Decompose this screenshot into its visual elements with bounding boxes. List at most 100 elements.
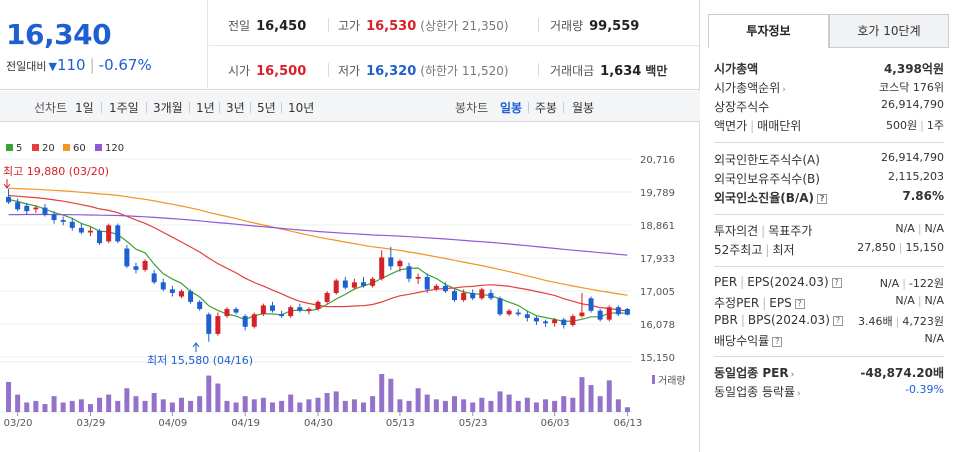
candle-body <box>160 282 166 290</box>
candle-body <box>424 276 430 290</box>
trade-value-amount: 1,634 <box>600 64 642 79</box>
low-label: 저가 <box>338 64 361 78</box>
period-1d-button[interactable]: 1일 <box>75 101 94 115</box>
market-cap-label: 시가총액 <box>714 62 759 76</box>
period-5y-button[interactable]: 5년 <box>257 101 276 115</box>
candle-weekly-button[interactable]: 주봉 <box>535 101 558 115</box>
volume-legend-swatch <box>652 375 655 384</box>
target-label: 목표주가 <box>768 224 813 238</box>
divider: | <box>902 277 906 290</box>
volume-bar <box>142 400 148 412</box>
candle-body <box>570 316 576 325</box>
sector-change-row: 동일업종 등락률 › -0.39% <box>714 383 944 401</box>
tab-order-book[interactable]: 호가 10단계 <box>829 14 949 48</box>
week52-low-label: 최저 <box>772 243 795 257</box>
chart-canvas[interactable]: 5 20 60 120 20,716 19,789 18,861 17,933 17,0… <box>0 124 700 452</box>
dividend-value: N/A <box>924 332 944 345</box>
volume-bar <box>397 399 403 412</box>
candle-body <box>452 291 458 301</box>
candlestick-chart[interactable]: 5 20 60 120 20,716 19,789 18,861 17,933 17,0… <box>0 124 700 452</box>
opinion-label: 투자의견 <box>714 224 759 238</box>
moving-average-lines <box>8 187 628 323</box>
period-3m-button[interactable]: 3개월 <box>153 101 183 115</box>
est-per-row: 추정PER | EPS? N/A | N/A <box>714 294 944 312</box>
volume-bar <box>452 396 458 412</box>
divider <box>328 63 329 77</box>
volume-bar <box>269 402 275 412</box>
volume-bar <box>197 396 203 412</box>
per-label: PER <box>714 275 738 289</box>
x-tick-label: 03/20 <box>4 418 33 429</box>
chevron-right-icon[interactable]: › <box>790 370 795 380</box>
est-per-label: 추정PER <box>714 296 760 310</box>
open-value: 16,500 <box>256 64 307 79</box>
help-icon[interactable]: ? <box>817 194 828 204</box>
candle-body <box>288 307 294 317</box>
candle-body <box>251 314 257 327</box>
sector-per-value: -48,874.20배 <box>860 366 944 380</box>
week52-low-value: 15,150 <box>905 241 945 254</box>
market-cap-rank-value: 코스닥 176위 <box>879 81 944 94</box>
line-chart-label: 선차트 <box>34 101 68 115</box>
candle-body <box>60 220 66 222</box>
volume-bars <box>6 374 630 412</box>
help-icon[interactable]: ? <box>832 316 843 326</box>
period-1w-button[interactable]: 1주일 <box>109 101 139 115</box>
period-10y-button[interactable]: 10년 <box>288 101 315 115</box>
candle-body <box>606 307 612 320</box>
candle-body <box>515 312 521 315</box>
help-icon[interactable]: ? <box>831 278 842 288</box>
chevron-right-icon[interactable]: › <box>797 389 801 399</box>
volume-bar <box>570 397 576 412</box>
candle-body <box>597 310 603 320</box>
help-icon[interactable]: ? <box>794 299 805 309</box>
y-tick-label: 20,716 <box>640 155 675 166</box>
pbr-value: 3.46배 <box>858 315 893 328</box>
candle-monthly-button[interactable]: 월봉 <box>572 101 595 115</box>
par-unit-row: 액면가 | 매매단위 500원 | 1주 <box>714 117 944 135</box>
candle-body <box>624 308 630 315</box>
candle-body <box>552 319 558 324</box>
candle-body <box>197 301 203 309</box>
chevron-right-icon[interactable]: › <box>782 85 786 95</box>
ma120-legend-swatch <box>95 144 102 151</box>
foreign-hold-label: 외국인보유주식수(B) <box>714 172 820 186</box>
divider: | <box>917 294 922 307</box>
candle-chart-label: 봉차트 <box>455 101 489 115</box>
period-1y-button[interactable]: 1년 <box>196 101 215 115</box>
low-price: 저가 16,320 (하한가 11,520) <box>338 62 509 79</box>
volume-bar <box>561 396 567 412</box>
candle-body <box>142 260 148 270</box>
divider <box>538 18 539 32</box>
candle-body <box>561 319 567 325</box>
unit-value: 1주 <box>926 119 944 132</box>
candle-daily-button[interactable]: 일봉 <box>500 101 523 115</box>
ma5-legend-label: 5 <box>16 143 22 154</box>
period-3y-button[interactable]: 3년 <box>226 101 245 115</box>
week52-row: 52주최고 | 최저 27,850 | 15,150 <box>714 241 944 259</box>
tab-investment-info[interactable]: 투자정보 <box>708 14 829 48</box>
bps-label: BPS(2024.03) <box>747 313 830 327</box>
x-tick-label: 04/19 <box>231 418 260 429</box>
volume-bar <box>588 385 594 412</box>
candle-body <box>497 298 503 315</box>
candle-body <box>224 308 230 317</box>
divider <box>146 102 147 113</box>
opinion-value: N/A <box>895 222 915 235</box>
divider <box>219 102 220 113</box>
change-pct: -0.67% <box>98 56 152 74</box>
candle-body <box>442 285 448 292</box>
volume-bar <box>288 394 294 412</box>
candles <box>6 188 630 342</box>
volume-bar <box>60 402 66 412</box>
y-axis-labels: 20,716 19,789 18,861 17,933 17,005 16,078 15,1… <box>640 155 675 364</box>
foreign-limit-row: 외국인한도주식수(A) 26,914,790 <box>714 151 944 169</box>
volume-bar <box>315 397 321 412</box>
help-icon[interactable]: ? <box>772 337 783 347</box>
candle-body <box>106 225 112 242</box>
divider <box>250 102 251 113</box>
price-summary: 16,340 전일대비 ▼110 | -0.67% 전일 16,450 고가 16,530… <box>0 0 700 90</box>
volume-bar <box>370 396 376 412</box>
candle-body <box>297 307 303 311</box>
